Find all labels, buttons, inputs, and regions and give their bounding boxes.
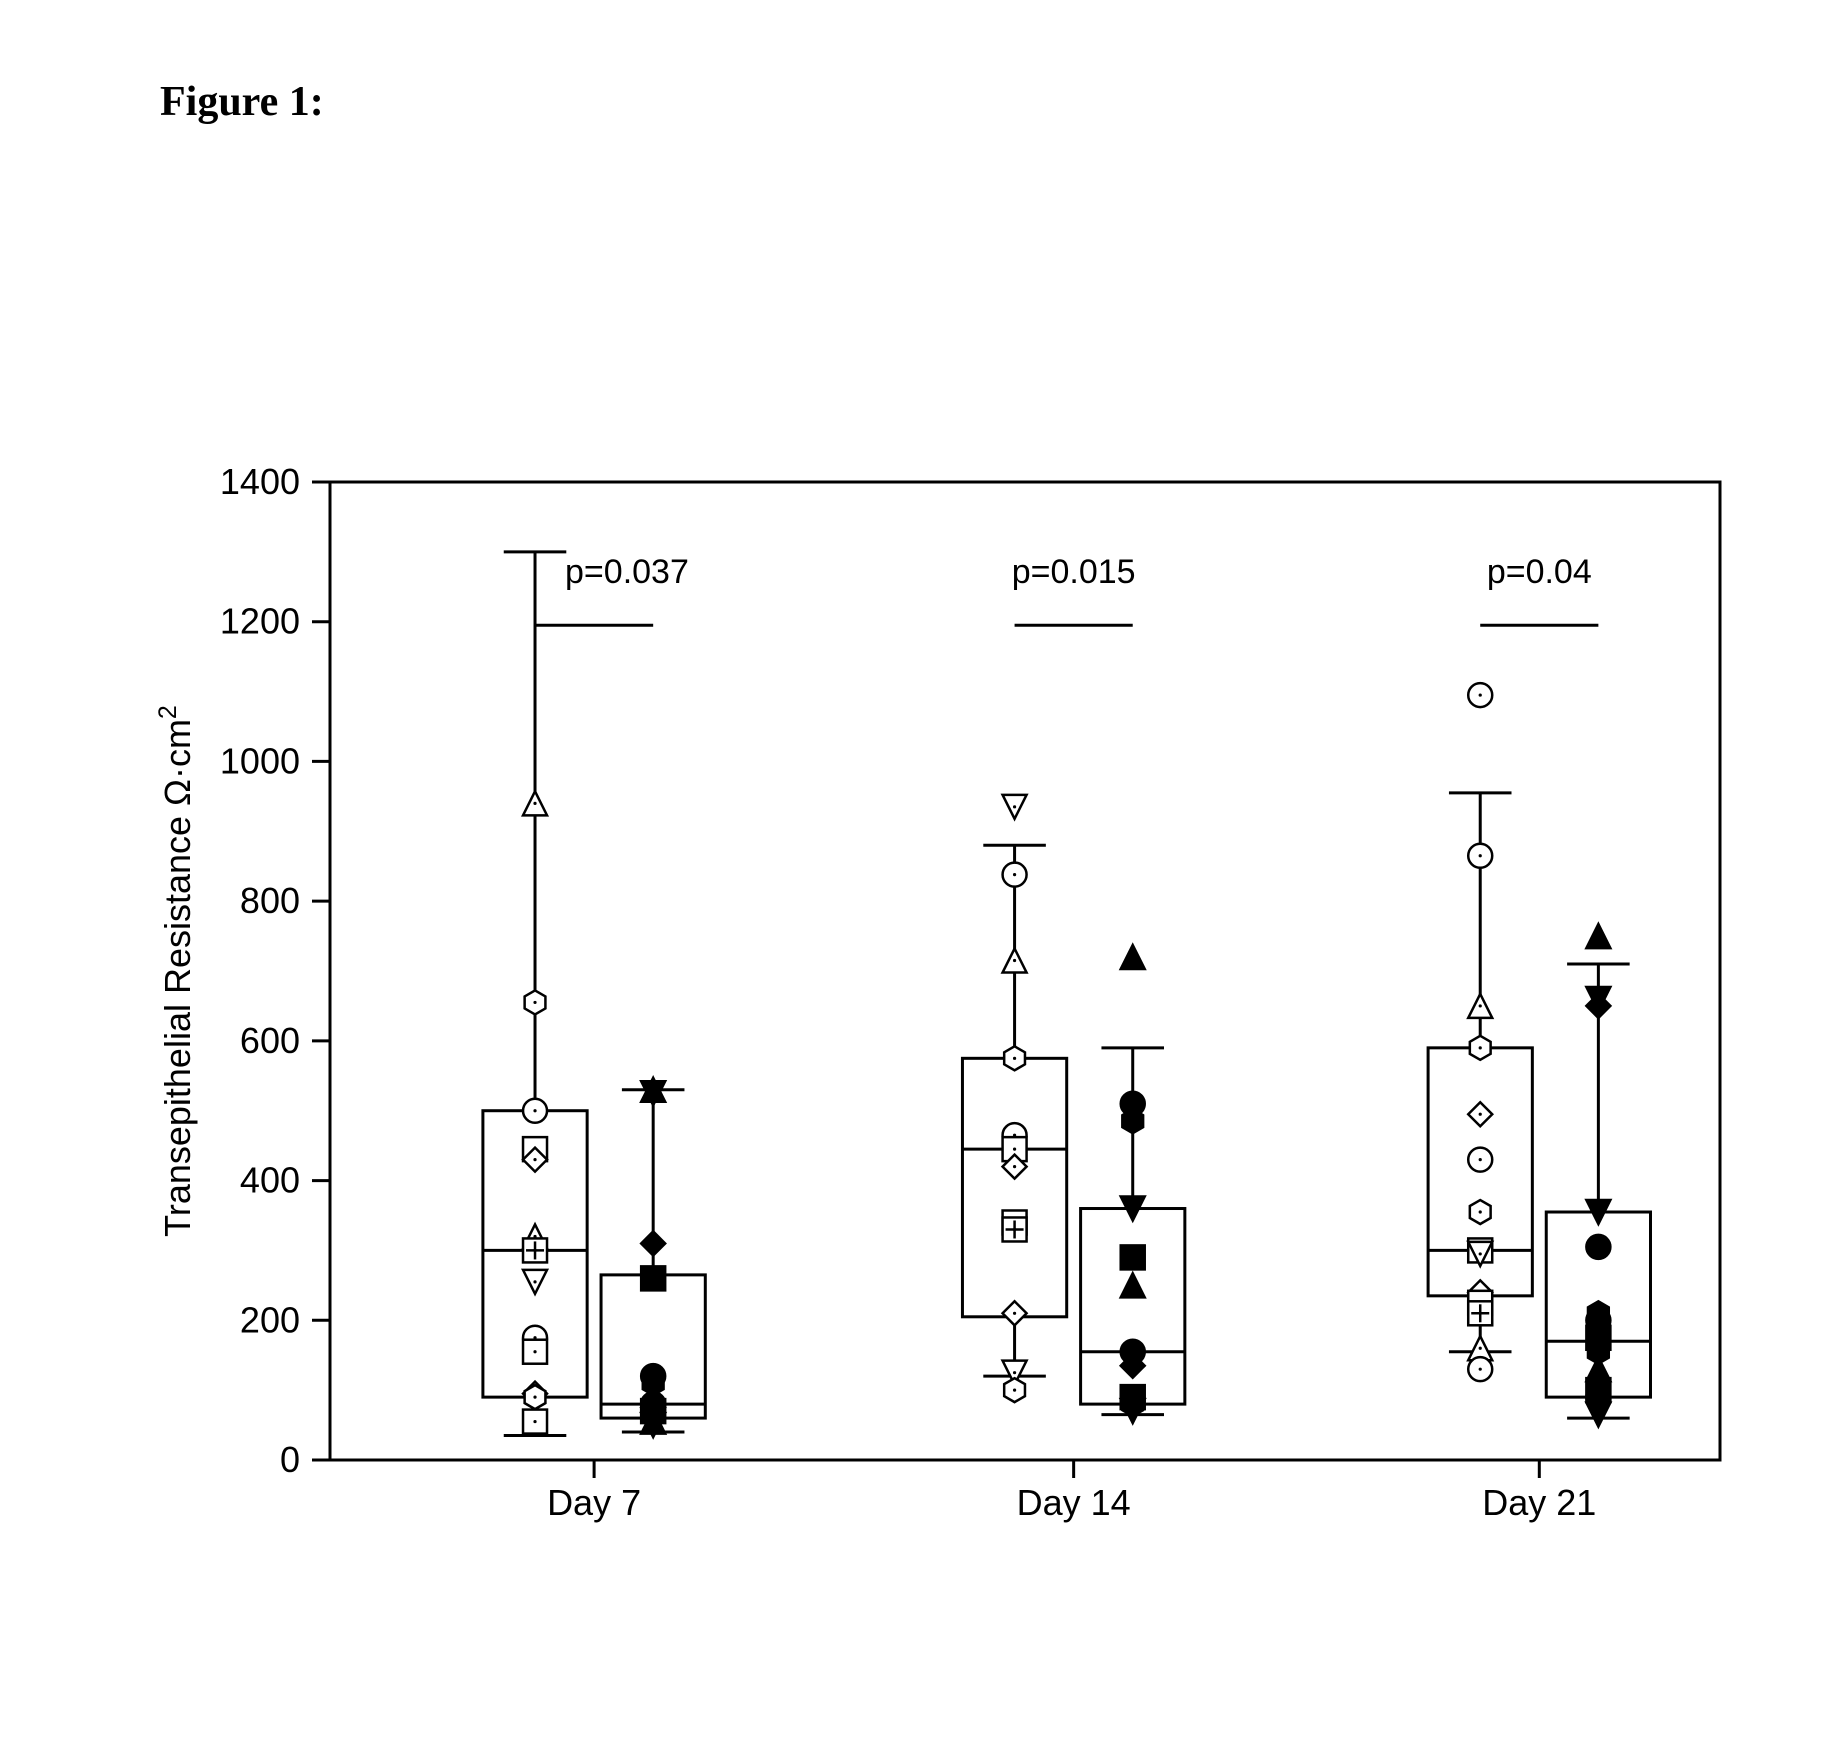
data-point-filled-circle	[1586, 1235, 1610, 1259]
data-point-filled-diamond	[1586, 994, 1610, 1018]
marker-dot	[1013, 1228, 1016, 1231]
data-point-filled-triangle-up	[1121, 945, 1145, 969]
data-point-filled-square	[641, 1266, 665, 1290]
data-point-filled-diamond	[641, 1231, 665, 1255]
marker-dot	[533, 1280, 536, 1283]
marker-dot	[1013, 1312, 1016, 1315]
marker-dot	[1479, 1368, 1482, 1371]
y-axis-label: Transepithelial Resistance Ω·cm2	[154, 705, 198, 1237]
marker-dot	[1479, 1046, 1482, 1049]
page: Figure 1: 0 200 400 600 800 1000 1200 1400 Trans…	[0, 0, 1839, 1748]
y-tick-label: 0	[280, 1439, 300, 1480]
data-point-filled-triangle-down	[1586, 1403, 1610, 1427]
marker-dot	[1479, 1252, 1482, 1255]
marker-dot	[1479, 1158, 1482, 1161]
marker-dot	[533, 802, 536, 805]
marker-dot	[1479, 1210, 1482, 1213]
pvalue-label: p=0.04	[1487, 553, 1592, 591]
marker-dot	[533, 1158, 536, 1161]
marker-dot	[1013, 1148, 1016, 1151]
data-point-filled-triangle-up	[1586, 924, 1610, 948]
marker-dot	[1479, 854, 1482, 857]
y-tick-label: 600	[240, 1020, 300, 1061]
x-category-label: Day 14	[1017, 1482, 1131, 1523]
marker-dot	[1013, 873, 1016, 876]
chart-plot: 0 200 400 600 800 1000 1200 1400 Transepithelial…	[0, 0, 1839, 1748]
marker-dot	[1479, 693, 1482, 696]
figure-label: Figure 1:	[160, 78, 324, 126]
marker-dot	[533, 1109, 536, 1112]
y-tick-label: 200	[240, 1299, 300, 1340]
marker-dot	[1479, 1347, 1482, 1350]
marker-dot	[1479, 1004, 1482, 1007]
marker-dot	[1479, 1113, 1482, 1116]
marker-dot	[1013, 805, 1016, 808]
y-tick-label: 1000	[220, 740, 300, 781]
marker-dot	[1013, 1389, 1016, 1392]
x-category-label: Day 7	[547, 1482, 641, 1523]
pvalue-label: p=0.037	[565, 553, 689, 591]
marker-dot	[1013, 1371, 1016, 1374]
data-point-filled-hexagon	[1122, 1109, 1143, 1133]
marker-dot	[533, 1350, 536, 1353]
marker-dot	[533, 1001, 536, 1004]
marker-dot	[1013, 959, 1016, 962]
marker-dot	[1013, 1057, 1016, 1060]
marker-dot	[533, 1249, 536, 1252]
data-point-filled-square	[1121, 1245, 1145, 1269]
marker-dot	[1013, 1165, 1016, 1168]
marker-dot	[533, 1420, 536, 1423]
y-tick-label: 1200	[220, 601, 300, 642]
box-g1-open	[962, 1058, 1066, 1316]
x-category-label: Day 21	[1482, 1482, 1596, 1523]
y-tick-label: 400	[240, 1160, 300, 1201]
pvalue-label: p=0.015	[1012, 553, 1136, 591]
marker-dot	[533, 1396, 536, 1399]
y-tick-label: 800	[240, 880, 300, 921]
y-tick-label: 1400	[220, 461, 300, 502]
marker-dot	[1479, 1312, 1482, 1315]
